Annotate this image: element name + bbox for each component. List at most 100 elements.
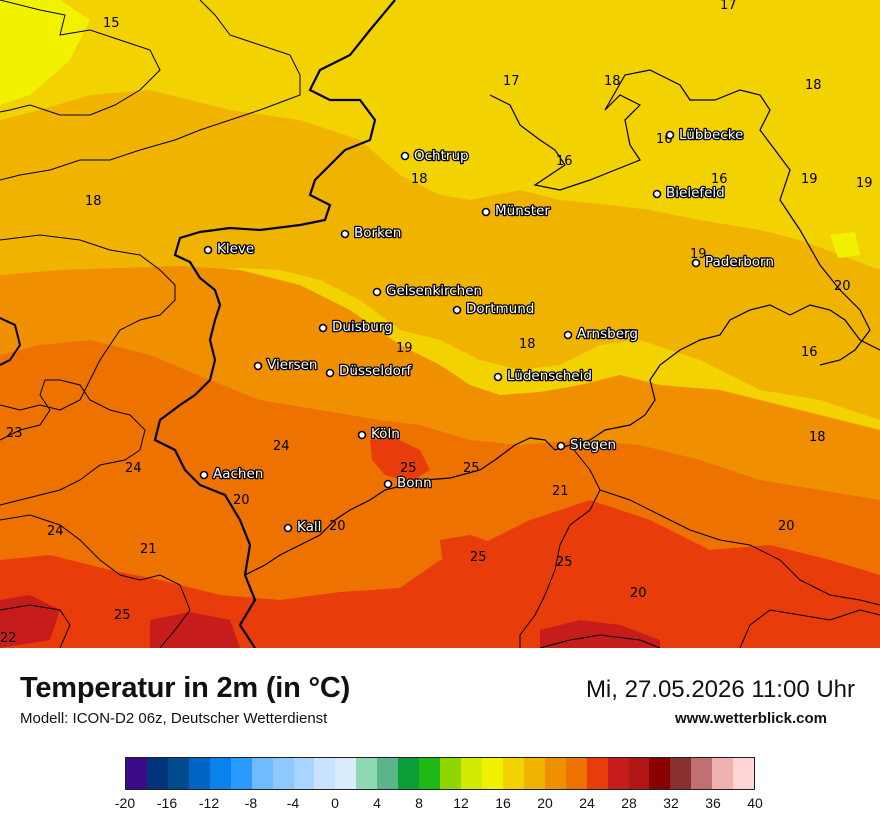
iso-label: 25 [400,461,417,476]
iso-label: 17 [720,0,737,13]
state-border-south [244,304,880,576]
legend-swatch [293,758,315,789]
city-marker [452,305,462,315]
legend-swatch [126,758,147,789]
city-label: Lübbecke [679,127,743,143]
city-marker [203,245,213,255]
legend-swatch [314,758,336,789]
national-border-nl [0,317,22,366]
city-label: Viersen [267,357,317,373]
iso-label: 25 [556,555,573,570]
iso-label: 24 [47,524,64,539]
district-border-s [539,634,661,648]
legend-tick-label: -20 [114,795,136,811]
city-label: Paderborn [705,254,774,270]
city-label: Aachen [213,466,263,482]
city-label: Gelsenkirchen [386,283,482,299]
district-border-se2 [739,609,880,648]
iso-label: 20 [630,586,647,601]
legend-swatch [649,758,671,789]
city-marker [283,523,293,533]
iso-label: 15 [103,16,120,31]
legend-swatch [461,758,482,789]
city-marker [691,258,701,268]
district-border-east [519,444,601,648]
district-border-sw2 [0,514,191,648]
iso-label: 25 [114,608,131,623]
zone-26-28 [540,620,660,648]
zone-hotspot-a [440,535,500,570]
legend-swatch [523,758,545,789]
city-bielefeld: Bielefeld [652,184,726,202]
city-label: Ochtrup [414,148,469,164]
city-marker [372,287,382,297]
legend-tick-label: 0 [331,795,339,811]
district-border-sw [0,379,146,506]
district-border-se [599,489,880,606]
iso-label: 16 [801,345,818,360]
iso-label: 19 [801,172,818,187]
city-label: Bielefeld [666,185,725,201]
city-label: Duisburg [332,319,393,335]
iso-label: 24 [273,439,290,454]
iso-label: 22 [0,631,17,646]
footer: Temperatur in 2m (in °C) Modell: ICON-D2… [0,648,880,830]
city-label: Arnsberg [577,326,638,342]
city-aachen: Aachen [199,465,265,483]
city-marker [665,130,675,140]
city-gelsenkirchen: Gelsenkirchen [372,282,483,300]
district-border-nw2 [0,0,301,181]
legend-swatch [733,758,755,789]
city-label: Dortmund [466,301,534,317]
map-title: Temperatur in 2m (in °C) [20,672,351,704]
iso-label: 20 [834,279,851,294]
district-border-nw [0,0,161,116]
iso-label: 23 [6,426,23,441]
zone-24-26 [0,500,880,648]
legend-tick-label: 24 [579,795,595,811]
zone-26-28-west [150,612,240,648]
city-marker [199,470,209,480]
model-info: Modell: ICON-D2 06z, Deutscher Wetterdie… [20,710,328,727]
iso-label: 21 [140,542,157,557]
website-link[interactable]: www.wetterblick.com [675,710,827,727]
legend-swatch [272,758,294,789]
isotherm-labels: 15 17 17 18 18 16 16 16 19 19 18 18 19 1… [0,0,873,646]
legend-swatch [691,758,713,789]
legend-swatch [230,758,252,789]
legend-tick-label: 20 [537,795,553,811]
legend-swatch [565,758,587,789]
iso-label: 21 [552,484,569,499]
legend-tick-label: 4 [373,795,381,811]
iso-label: 24 [125,461,142,476]
legend-swatch [586,758,608,789]
zone-cologne-hotspot [370,438,430,482]
city-label: Siegen [570,437,616,453]
legend-tick-label: -16 [156,795,178,811]
city-label: Bonn [397,475,432,491]
legend-swatch [712,758,734,789]
legend-tick-label: -4 [286,795,300,811]
city-marker [318,323,328,333]
legend-tick-label: 28 [621,795,637,811]
map-canvas: 15 17 17 18 18 16 16 16 19 19 18 18 19 1… [0,0,880,648]
legend-swatch [398,758,420,789]
legend-swatch [419,758,441,789]
legend-swatch [146,758,168,789]
state-border-north [489,69,871,366]
legend-swatch [251,758,273,789]
city-viersen: Viersen [253,356,319,374]
city-marker [340,229,350,239]
city-marker [556,441,566,451]
city-label: Kall [297,519,321,535]
cities: Ochtrup Lübbecke Bielefeld Münster Borke… [199,126,775,536]
legend-ticks: -20 -16 -12 -8 -4 0 4 8 12 16 20 24 28 32 36 40 [0,795,880,815]
legend-tick-label: -8 [244,795,258,811]
legend-tick-label: 16 [495,795,511,811]
forecast-datetime: Mi, 27.05.2026 11:00 Uhr [585,676,855,703]
city-kall: Kall [283,518,323,536]
zone-yellow-patch [830,232,860,258]
city-muenster: Münster [481,202,552,220]
borders [0,0,880,648]
city-label: Kleve [217,241,254,257]
